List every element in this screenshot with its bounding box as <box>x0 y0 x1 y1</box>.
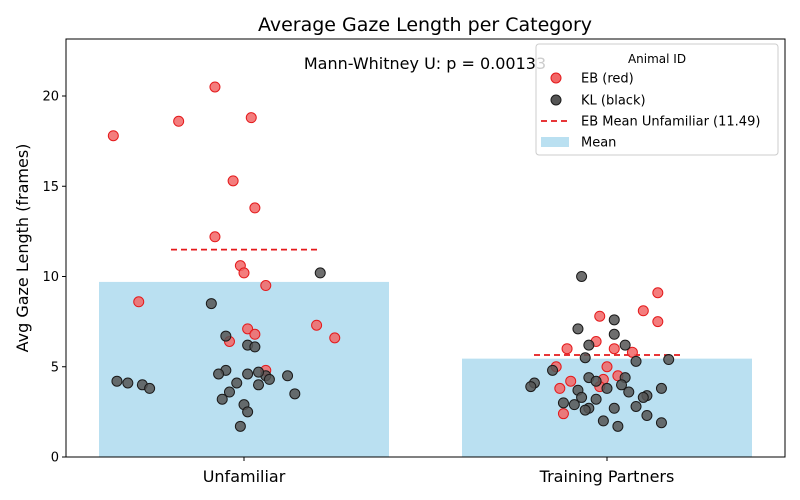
kl-point <box>242 368 254 380</box>
eb-point <box>209 81 221 93</box>
eb-point <box>652 287 664 299</box>
kl-point <box>601 382 613 394</box>
y-axis-label: Avg Gaze Length (frames) <box>13 144 32 353</box>
kl-point <box>616 379 628 391</box>
kl-point <box>630 400 642 412</box>
kl-point <box>641 409 653 421</box>
kl-point <box>608 402 620 414</box>
kl-point <box>249 341 261 353</box>
legend-title: Animal ID <box>628 52 686 66</box>
stat-annotation: Mann-Whitney U: p = 0.00133 <box>304 54 546 73</box>
eb-point <box>594 310 606 322</box>
kl-point <box>576 271 588 282</box>
kl-point <box>525 381 537 393</box>
kl-point <box>623 386 635 398</box>
legend-label-kl: KL (black) <box>581 94 646 109</box>
mean-bar <box>462 358 752 457</box>
kl-point <box>111 375 123 387</box>
kl-point <box>608 314 620 326</box>
kl-point <box>590 393 602 405</box>
x-tick-label: Unfamiliar <box>203 467 286 486</box>
eb-point <box>238 267 250 279</box>
kl-point <box>590 375 602 387</box>
eb-point <box>608 343 620 355</box>
kl-point <box>216 393 228 405</box>
kl-point <box>263 373 275 385</box>
y-tick-label: 5 <box>51 360 59 375</box>
y-axis: 0 5 10 15 20 <box>42 90 66 466</box>
eb-point <box>249 202 261 214</box>
x-axis: Unfamiliar Training Partners <box>203 457 675 486</box>
plot-area <box>99 81 752 457</box>
kl-point <box>289 388 301 400</box>
kl-point <box>663 354 675 366</box>
kl-point <box>568 399 580 411</box>
kl-point <box>314 267 326 279</box>
kl-point <box>612 420 624 432</box>
y-tick-label: 0 <box>51 451 59 466</box>
y-tick-label: 10 <box>42 270 59 285</box>
kl-point <box>583 339 595 351</box>
kl-point <box>597 415 609 427</box>
eb-point <box>249 328 261 340</box>
mean-bar <box>99 281 389 457</box>
legend-marker-eb <box>550 72 562 84</box>
kl-point <box>576 391 588 403</box>
eb-point <box>245 112 257 124</box>
kl-point <box>231 377 243 389</box>
kl-point <box>547 364 559 376</box>
eb-point <box>601 361 613 373</box>
kl-point <box>213 368 225 380</box>
eb-point <box>561 343 573 355</box>
legend-marker-kl <box>550 94 562 106</box>
kl-point <box>242 406 254 418</box>
kl-point <box>282 370 294 382</box>
eb-point <box>209 231 221 243</box>
eb-point <box>637 305 649 317</box>
legend-label-mean: Mean <box>581 136 616 151</box>
eb-point <box>242 323 254 335</box>
eb-point <box>554 382 566 394</box>
kl-point <box>122 377 134 389</box>
legend-label-eb: EB (red) <box>581 72 634 87</box>
legend-box <box>535 43 779 156</box>
kl-point <box>220 330 232 342</box>
chart-title: Average Gaze Length per Category <box>258 14 592 36</box>
eb-point <box>173 115 185 127</box>
eb-point <box>107 130 119 142</box>
eb-point <box>565 375 577 387</box>
kl-point <box>579 352 591 364</box>
eb-point <box>133 296 145 308</box>
kl-point <box>608 328 620 340</box>
kl-point <box>253 379 265 391</box>
kl-point <box>144 382 156 394</box>
eb-point <box>311 319 323 331</box>
kl-point <box>234 420 246 432</box>
kl-point <box>253 366 265 378</box>
kl-point <box>557 397 569 409</box>
kl-point <box>630 355 642 367</box>
x-tick-label: Training Partners <box>539 467 675 486</box>
kl-point <box>655 417 667 429</box>
kl-point <box>579 404 591 416</box>
kl-point <box>637 391 649 403</box>
y-tick-label: 15 <box>42 180 59 195</box>
eb-point <box>329 332 341 344</box>
kl-point <box>572 323 584 335</box>
kl-point <box>205 298 217 310</box>
eb-point <box>227 175 239 187</box>
eb-point <box>260 280 272 292</box>
legend-label-eb-mean: EB Mean Unfamiliar (11.49) <box>581 115 760 130</box>
eb-point <box>557 408 569 420</box>
eb-point <box>652 316 664 328</box>
legend: Animal ID EB (red) KL (black) EB Mean Un… <box>535 43 779 156</box>
legend-patch-mean <box>541 137 569 147</box>
kl-point <box>619 339 631 351</box>
kl-point <box>223 386 235 398</box>
kl-point <box>655 382 667 394</box>
plot-frame <box>65 38 786 458</box>
y-tick-label: 20 <box>42 90 59 105</box>
